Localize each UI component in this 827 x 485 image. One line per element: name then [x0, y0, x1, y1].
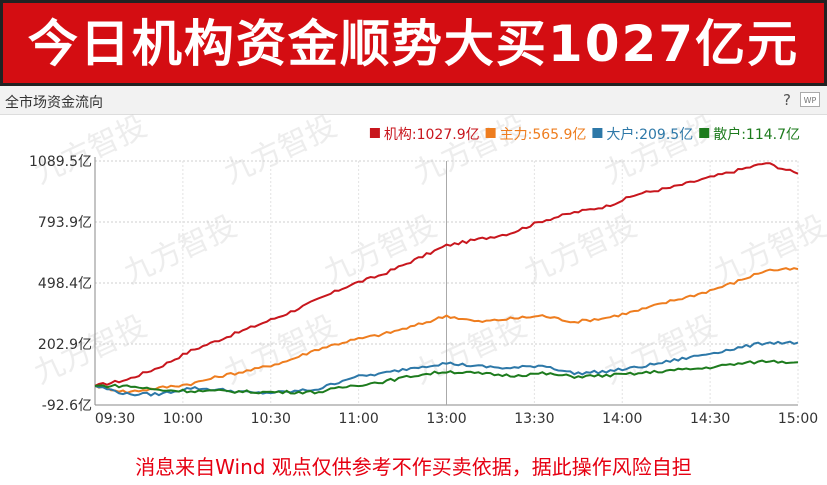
legend-swatch-2 [592, 128, 603, 138]
legend-swatch-0 [369, 128, 380, 138]
banner-title: 今日机构资金顺势大买1027亿元 [27, 15, 800, 73]
help-icon[interactable]: ? [783, 91, 791, 109]
legend-swatch-3 [699, 128, 710, 138]
x-tick-label: 10:30 [251, 411, 291, 427]
series-line-0 [94, 162, 799, 387]
watermark-text: 九方智投 [599, 309, 723, 391]
x-tick-label: 11:00 [338, 411, 378, 427]
x-tick-label: 13:00 [426, 411, 466, 427]
watermark-text: 九方智投 [519, 209, 643, 291]
legend-swatch-1 [485, 128, 496, 138]
x-tick-label: 09:30 [95, 411, 135, 427]
series-line-1 [94, 267, 799, 395]
title-banner: 今日机构资金顺势大买1027亿元 [0, 0, 827, 86]
y-tick-label: -92.6亿 [42, 398, 92, 414]
watermark-text: 九方智投 [219, 114, 343, 191]
series-line-3 [94, 359, 799, 395]
watermark-text: 九方智投 [409, 114, 533, 191]
watermark-text: 九方智投 [29, 114, 153, 191]
footer: 消息来自Wind 观点仅供参考不作买卖依据，据此操作风险自担 [0, 442, 827, 485]
disclaimer-text: 消息来自Wind 观点仅供参考不作买卖依据，据此操作风险自担 [135, 455, 692, 479]
panel-header: 全市场资金流向 ? WP [0, 86, 827, 115]
x-tick-label: 13:30 [514, 411, 554, 427]
watermark-text: 九方智投 [599, 114, 723, 191]
x-tick-label: 15:00 [778, 411, 818, 427]
legend-label-0: 机构:1027.9亿 [384, 127, 480, 143]
x-tick-label: 14:30 [690, 411, 730, 427]
wp-icon[interactable]: WP [800, 92, 820, 107]
y-tick-label: 498.4亿 [38, 276, 92, 292]
legend-label-3: 散户:114.7亿 [713, 126, 800, 143]
y-tick-label: 793.9亿 [38, 215, 92, 231]
watermark-text: 九方智投 [219, 309, 343, 391]
legend-label-1: 主力:565.9亿 [500, 127, 587, 143]
x-tick-label: 14:00 [602, 411, 642, 427]
watermark-text: 九方智投 [319, 209, 443, 291]
y-tick-label: 1089.5亿 [29, 154, 92, 170]
watermark-text: 九方智投 [119, 209, 243, 291]
x-tick-label: 10:00 [163, 411, 203, 427]
chart-panel: 全市场资金流向 ? WP 九方智投 九方智投 九方智投 九方智投 九方智投 九方智投 九方智… [0, 86, 827, 442]
y-tick-label: 202.9亿 [38, 337, 92, 353]
watermark-text: 九方智投 [709, 209, 827, 291]
panel-title: 全市场资金流向 [5, 95, 103, 111]
legend-label-2: 大户:209.5亿 [606, 126, 693, 143]
